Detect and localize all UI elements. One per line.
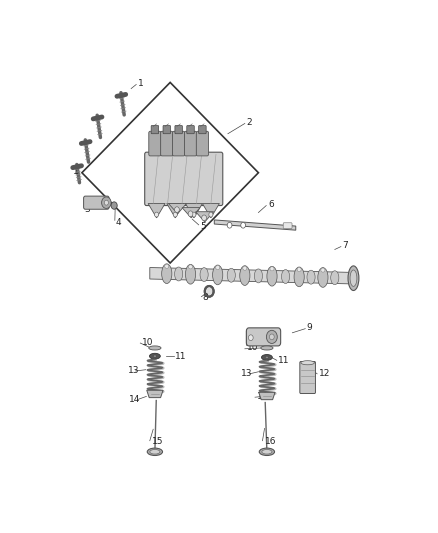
FancyBboxPatch shape — [199, 125, 206, 134]
Polygon shape — [150, 268, 353, 284]
Polygon shape — [169, 204, 187, 214]
FancyBboxPatch shape — [300, 361, 315, 393]
Text: 16: 16 — [265, 437, 276, 446]
FancyBboxPatch shape — [175, 125, 182, 134]
Ellipse shape — [261, 354, 272, 360]
Text: 10: 10 — [247, 343, 258, 352]
Ellipse shape — [321, 268, 325, 272]
Ellipse shape — [150, 449, 160, 454]
Ellipse shape — [215, 265, 220, 270]
Ellipse shape — [243, 266, 247, 270]
FancyBboxPatch shape — [145, 152, 223, 206]
Ellipse shape — [348, 266, 359, 290]
Text: 1: 1 — [138, 79, 144, 88]
Circle shape — [155, 212, 159, 217]
FancyBboxPatch shape — [149, 131, 161, 156]
Text: 10: 10 — [142, 338, 153, 347]
Text: 7: 7 — [343, 241, 348, 250]
FancyBboxPatch shape — [196, 131, 208, 156]
Polygon shape — [182, 207, 200, 218]
Polygon shape — [148, 204, 165, 218]
Circle shape — [269, 334, 274, 340]
Text: 15: 15 — [152, 437, 163, 446]
Ellipse shape — [185, 264, 196, 284]
Ellipse shape — [318, 268, 328, 287]
Ellipse shape — [259, 448, 275, 456]
Ellipse shape — [240, 266, 250, 285]
Ellipse shape — [350, 270, 357, 286]
Ellipse shape — [165, 264, 169, 268]
Circle shape — [111, 202, 117, 209]
Polygon shape — [259, 392, 275, 400]
FancyBboxPatch shape — [246, 330, 256, 345]
FancyBboxPatch shape — [161, 131, 173, 156]
Text: 6: 6 — [268, 200, 274, 209]
Polygon shape — [196, 212, 214, 222]
FancyBboxPatch shape — [151, 125, 159, 134]
Ellipse shape — [254, 269, 262, 283]
Circle shape — [205, 286, 214, 297]
Text: 14: 14 — [129, 395, 140, 404]
Circle shape — [241, 222, 246, 228]
FancyBboxPatch shape — [283, 223, 292, 229]
Ellipse shape — [307, 270, 315, 284]
Ellipse shape — [294, 267, 304, 287]
Ellipse shape — [301, 361, 314, 365]
Circle shape — [227, 222, 232, 228]
Ellipse shape — [162, 264, 172, 284]
Text: 4: 4 — [115, 218, 121, 227]
Polygon shape — [214, 220, 296, 230]
Text: 13: 13 — [241, 369, 252, 378]
Polygon shape — [185, 204, 202, 218]
Circle shape — [202, 215, 206, 221]
Text: 5: 5 — [200, 222, 206, 231]
Circle shape — [209, 212, 213, 217]
FancyBboxPatch shape — [246, 328, 281, 346]
Ellipse shape — [175, 267, 183, 281]
Ellipse shape — [297, 268, 301, 271]
Text: 1: 1 — [74, 167, 79, 176]
Ellipse shape — [153, 355, 156, 358]
Ellipse shape — [331, 271, 339, 285]
Ellipse shape — [282, 270, 290, 284]
Text: 14: 14 — [257, 392, 268, 401]
FancyBboxPatch shape — [173, 131, 185, 156]
Text: 3: 3 — [85, 205, 90, 214]
Text: 12: 12 — [319, 369, 330, 378]
Ellipse shape — [200, 268, 208, 281]
Ellipse shape — [149, 346, 161, 350]
Text: 2: 2 — [247, 118, 252, 127]
Polygon shape — [202, 204, 219, 218]
Ellipse shape — [227, 268, 235, 282]
Ellipse shape — [270, 267, 274, 271]
Text: 13: 13 — [128, 367, 139, 375]
Text: 8: 8 — [202, 293, 208, 302]
Ellipse shape — [149, 353, 160, 359]
Circle shape — [266, 330, 277, 343]
Ellipse shape — [212, 265, 223, 285]
Polygon shape — [147, 390, 163, 398]
FancyBboxPatch shape — [84, 196, 109, 209]
Ellipse shape — [267, 266, 277, 286]
Text: 9: 9 — [307, 323, 312, 332]
Text: 11: 11 — [279, 356, 290, 365]
Ellipse shape — [262, 449, 272, 454]
Circle shape — [175, 207, 179, 213]
Polygon shape — [167, 204, 184, 218]
Circle shape — [192, 212, 196, 217]
Ellipse shape — [261, 346, 273, 350]
Ellipse shape — [147, 448, 162, 456]
FancyBboxPatch shape — [184, 131, 197, 156]
Circle shape — [102, 197, 111, 208]
Circle shape — [173, 212, 177, 217]
Circle shape — [188, 211, 193, 216]
Text: 11: 11 — [175, 352, 187, 361]
Circle shape — [248, 335, 253, 341]
FancyBboxPatch shape — [187, 125, 194, 134]
Ellipse shape — [265, 356, 268, 359]
FancyBboxPatch shape — [163, 125, 170, 134]
Circle shape — [104, 200, 108, 205]
Ellipse shape — [188, 265, 193, 269]
